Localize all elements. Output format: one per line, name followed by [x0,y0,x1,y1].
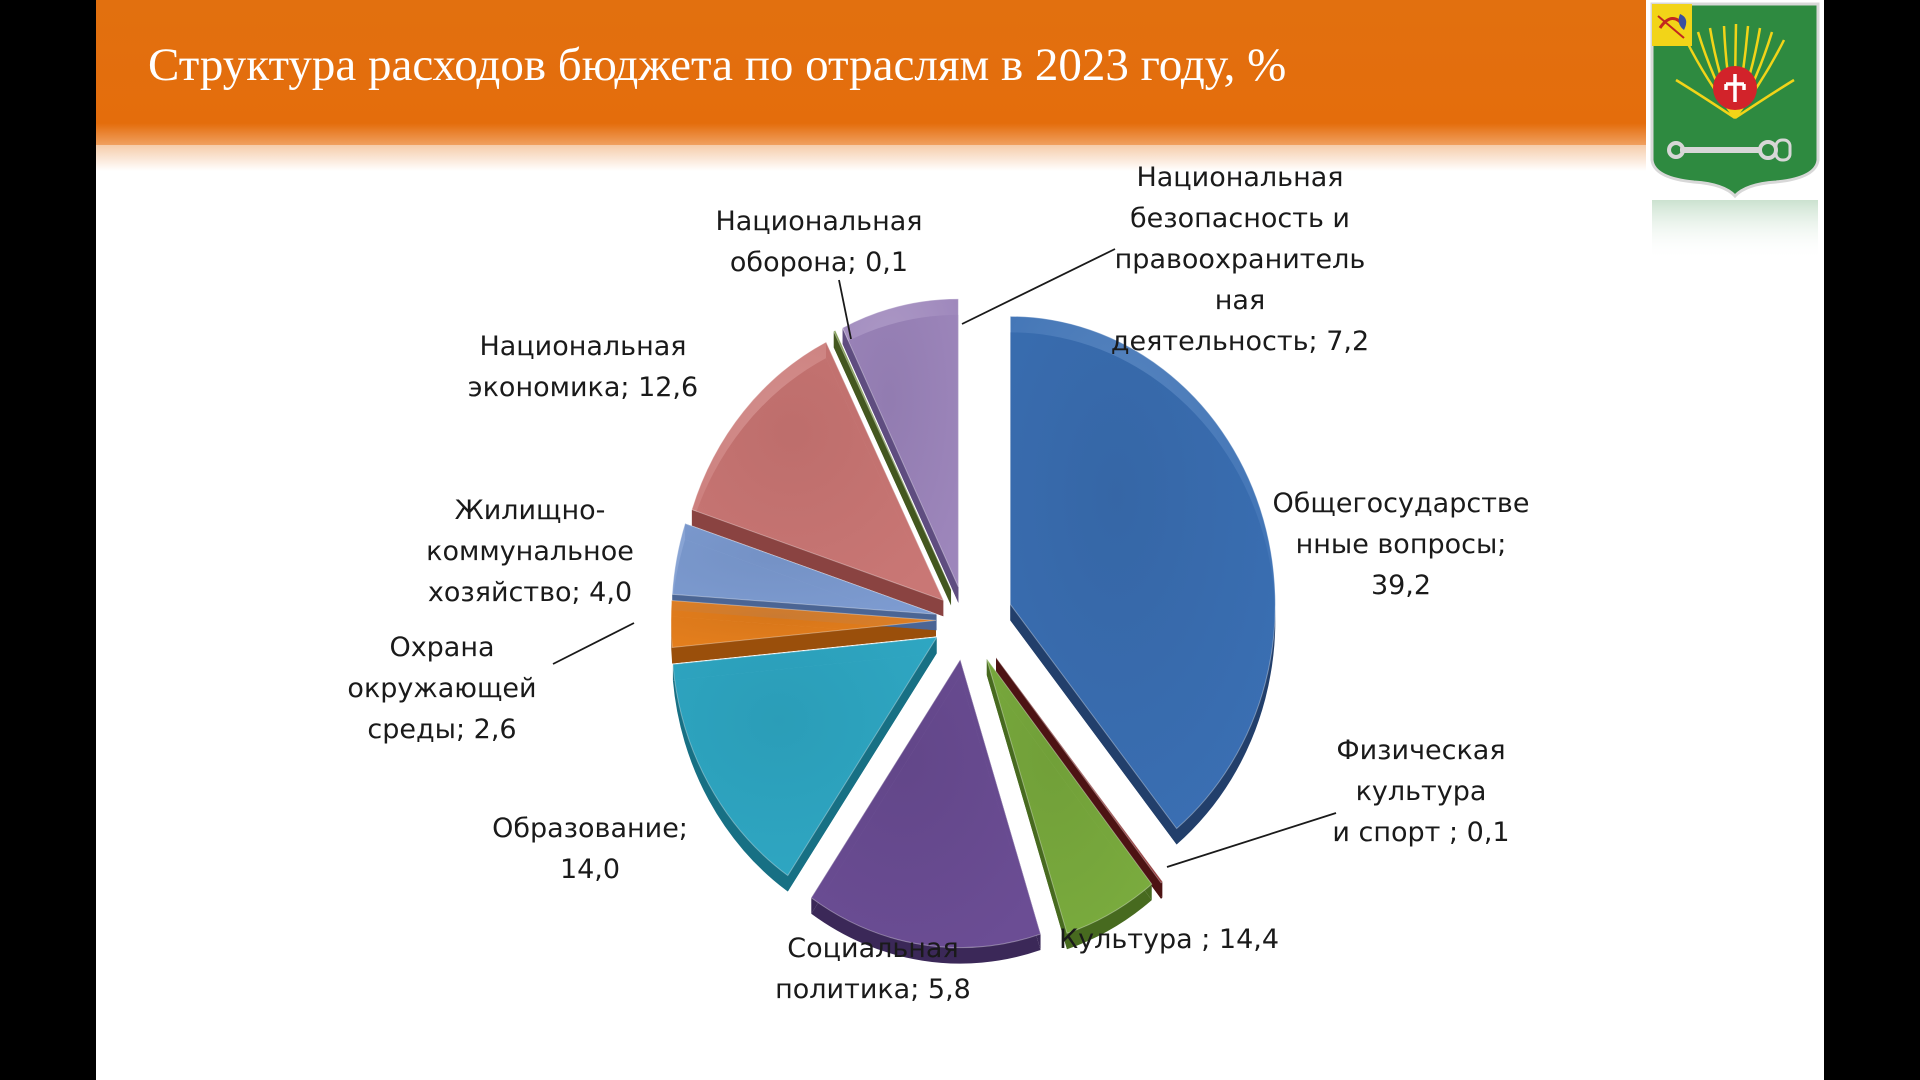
slice-label-line: хозяйство; 4,0 [428,577,632,608]
slice-label-line: и спорт ; 0,1 [1332,817,1509,848]
slice-label-line: 39,2 [1371,570,1431,601]
slice-label-line: Физическая [1336,735,1505,766]
slice-label-line: Жилищно- [455,495,606,526]
leader-line [1166,812,1337,868]
pie-slice-wall [842,298,959,603]
slice-label-line: Национальная [1136,162,1343,193]
pie-slice-tops [670,298,1276,949]
slice-label-line: ная [1215,285,1265,316]
slice-label-line: Национальная [479,331,686,362]
title-bar-shadow [96,145,1646,171]
pie-slice [671,522,937,615]
pie-slice [995,657,1164,884]
pie-slice [691,341,945,602]
slice-label: Культура ; 14,4 [1059,924,1279,955]
slice-label-line: культура [1356,776,1487,807]
slice-label-line: нные вопросы; [1296,529,1507,560]
slice-label: Образование; 14,0 [492,813,688,885]
pie-slice [672,636,938,877]
leader-line [961,248,1116,325]
title-bar: Структура расходов бюджета по отраслям в… [96,0,1646,145]
slice-label: Физическая культура и спорт ; 0,1 [1332,735,1509,848]
slice-label: Охрана окружающей среды; 2,6 [347,632,536,745]
slice-label-line: правоохранитель [1115,244,1366,275]
slice-label-line: Общегосударстве [1273,488,1530,519]
slice-label-line: Охрана [389,632,494,663]
slice-label: Национальная безопасность и правоохранител… [1111,162,1369,357]
slice-label-line: среды; 2,6 [367,714,516,745]
slice-label-line: безопасность и [1130,203,1350,234]
slice-label: Жилищно-коммунальное хозяйство; 4,0 [426,495,634,608]
pie-slice [841,298,959,588]
pie-chart: Общегосударстве нные вопросы; 39,2 Физическ… [347,162,1530,1005]
slice-label-line: экономика; 12,6 [468,372,698,403]
slice-label-line: коммунальное [426,536,634,567]
leader-line [552,622,635,665]
leader-line [838,279,852,340]
slide-title: Структура расходов бюджета по отраслям в… [148,39,1287,91]
pie-slice [810,658,1042,949]
coat-of-arms-emblem [1650,2,1820,260]
slice-label-line: 14,0 [560,854,620,885]
slice-label: Национальная экономика; 12,6 [468,331,698,403]
slice-label-line: деятельность; 7,2 [1111,326,1369,357]
pie-slice [986,658,1153,934]
pie-slice-wall [691,342,944,617]
pie-slice-wall [996,657,1163,899]
slice-label-line: Национальная [715,206,922,237]
slice-label-line: Образование; [492,813,688,844]
pie-slice [1009,315,1276,830]
pie-slice-wall [833,330,952,606]
slice-label-line: оборона; 0,1 [730,247,908,278]
slice-label: Общегосударстве нные вопросы; 39,2 [1273,488,1530,601]
pie-slice [833,329,952,590]
slice-label: Социальная политика; 5,8 [775,933,971,1005]
slice-label-line: окружающей [347,673,536,704]
slice-label: Национальная оборона; 0,1 [715,206,922,278]
slice-label-line: политика; 5,8 [775,974,971,1005]
slide: Структура расходов бюджета по отраслям в… [96,0,1824,1080]
slice-label-line: Культура ; 14,4 [1059,924,1279,955]
slice-label-line: Социальная [787,933,958,964]
pie-slice [670,599,937,649]
